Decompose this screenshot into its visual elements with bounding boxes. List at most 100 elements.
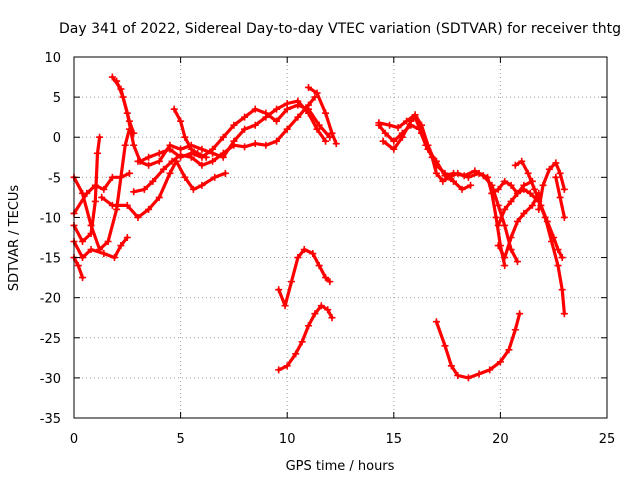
data-point-marker [324, 306, 332, 314]
data-point-marker [554, 262, 562, 270]
x-tick-label: 20 [492, 432, 509, 447]
data-point-marker [281, 302, 289, 310]
series-track-2 [70, 133, 104, 246]
data-point-marker [292, 350, 300, 358]
data-point-marker [560, 213, 568, 221]
data-point-marker [467, 181, 475, 189]
data-point-marker [194, 149, 202, 157]
data-point-marker [471, 167, 479, 175]
data-point-marker [501, 262, 509, 270]
data-point-marker [556, 169, 564, 177]
data-point-marker [501, 221, 509, 229]
data-point-marker [119, 93, 127, 101]
data-point-marker [386, 121, 394, 129]
data-point-marker [168, 157, 176, 165]
series-track-3 [70, 234, 131, 262]
data-point-marker [488, 189, 496, 197]
data-point-marker [492, 213, 500, 221]
data-point-marker [117, 173, 125, 181]
data-point-marker [531, 185, 539, 193]
data-point-marker [187, 145, 195, 153]
chart-title: Day 341 of 2022, Sidereal Day-to-day VTE… [59, 21, 621, 37]
data-point-marker [155, 157, 163, 165]
series-trace [136, 99, 328, 167]
series-trace [115, 79, 136, 135]
data-point-marker [108, 73, 116, 81]
series-track-9 [130, 93, 319, 196]
data-point-marker [418, 129, 426, 137]
data-point-marker [513, 217, 521, 225]
data-point-marker [79, 274, 87, 282]
x-tick-label: 0 [70, 432, 78, 447]
data-point-marker [298, 338, 306, 346]
plot-frame [73, 56, 608, 419]
data-point-marker [554, 246, 562, 254]
data-point-marker [160, 165, 168, 173]
data-point-marker [505, 346, 513, 354]
data-point-marker [100, 185, 108, 193]
data-point-marker [123, 234, 131, 241]
data-point-marker [558, 254, 566, 262]
data-point-marker [315, 121, 323, 129]
data-point-marker [98, 193, 106, 201]
series-track-7 [113, 77, 138, 137]
data-point-marker [117, 242, 125, 250]
data-point-marker [322, 274, 330, 282]
data-point-marker [501, 205, 509, 213]
data-point-marker [273, 117, 281, 125]
data-point-marker [518, 157, 526, 165]
data-point-marker [283, 362, 291, 370]
data-point-marker [390, 145, 398, 153]
data-point-marker [524, 169, 532, 177]
data-point-marker [155, 193, 163, 201]
data-point-marker [181, 173, 189, 181]
data-point-marker [528, 201, 536, 209]
data-point-marker [170, 105, 178, 113]
data-point-marker [275, 366, 283, 374]
series-track-22 [535, 159, 568, 213]
x-tick-label: 5 [176, 432, 184, 447]
data-point-marker [494, 242, 502, 250]
y-tick-label: -10 [40, 211, 61, 226]
data-point-marker [294, 97, 302, 105]
data-point-marker [539, 181, 547, 189]
data-point-marker [79, 254, 87, 262]
data-point-marker [441, 342, 449, 350]
data-point-marker [140, 185, 148, 193]
series-track-14 [275, 302, 336, 374]
series-trace [381, 115, 520, 264]
data-point-marker [520, 181, 528, 189]
data-point-marker [91, 197, 99, 205]
grid-lines [74, 57, 607, 418]
y-axis-label: SDTVAR / TECUs [7, 185, 22, 292]
data-point-marker [513, 189, 521, 197]
data-point-marker [251, 105, 259, 113]
data-point-marker [543, 217, 551, 225]
data-point-marker [507, 234, 515, 241]
data-point-marker [198, 181, 206, 189]
x-tick-label: 15 [386, 432, 403, 447]
data-point-marker [145, 205, 153, 213]
data-point-marker [93, 149, 101, 157]
data-point-marker [305, 83, 313, 91]
series-track-8 [98, 157, 229, 221]
series-track-12 [305, 83, 340, 148]
data-point-marker [560, 185, 568, 193]
data-point-marker [439, 177, 447, 185]
data-point-marker [460, 172, 468, 180]
data-point-marker [501, 177, 509, 185]
data-point-marker [454, 371, 462, 379]
data-point-marker [108, 201, 116, 209]
data-point-marker [130, 188, 138, 196]
data-point-marker [294, 113, 302, 121]
data-point-marker [294, 254, 302, 262]
data-point-marker [381, 129, 389, 137]
data-point-marker [311, 310, 319, 318]
data-point-marker [313, 125, 321, 133]
data-point-marker [145, 161, 153, 169]
data-point-marker [104, 238, 112, 246]
axis-ticks: 0 5 10 15 20 25 10 5 0 -5 -10 -15 -20 -25 -30 -35 [40, 51, 616, 447]
series-track-10 [134, 97, 330, 169]
data-point-marker [501, 254, 509, 262]
series-track-13 [275, 246, 334, 310]
